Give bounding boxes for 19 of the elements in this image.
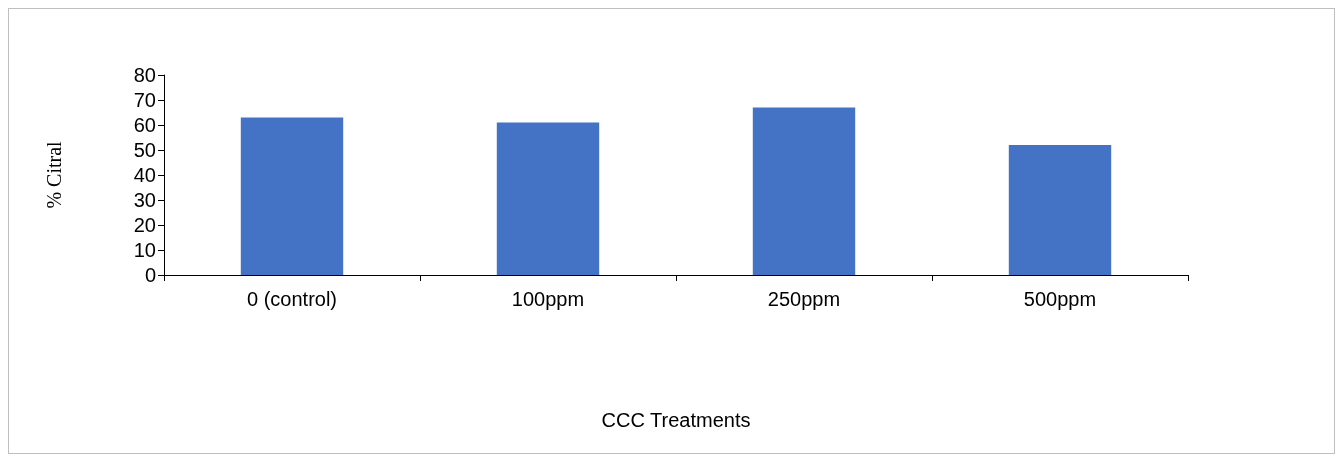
y-tick-label: 40 [133,164,156,186]
y-tick-label: 20 [133,214,156,236]
y-tick-label: 70 [133,89,156,111]
bar [752,107,856,275]
x-axis-title: CCC Treatments [601,409,751,431]
x-tick-label: 250ppm [767,288,841,310]
x-tick-label: 500ppm [1023,288,1097,310]
y-tick-label: 10 [133,239,156,261]
bar [1008,145,1112,275]
y-tick-label: 80 [133,64,156,86]
y-tick-label: 30 [133,189,156,211]
x-tick-label: 0 (control) [246,288,338,310]
y-tick-label: 60 [133,114,156,136]
bar [240,117,344,275]
x-tick-label: 100ppm [511,288,585,310]
bar [496,122,600,275]
y-tick-label: 50 [133,139,156,161]
y-axis-title: % Citral [43,140,65,209]
y-tick-label: 0 [144,264,156,286]
